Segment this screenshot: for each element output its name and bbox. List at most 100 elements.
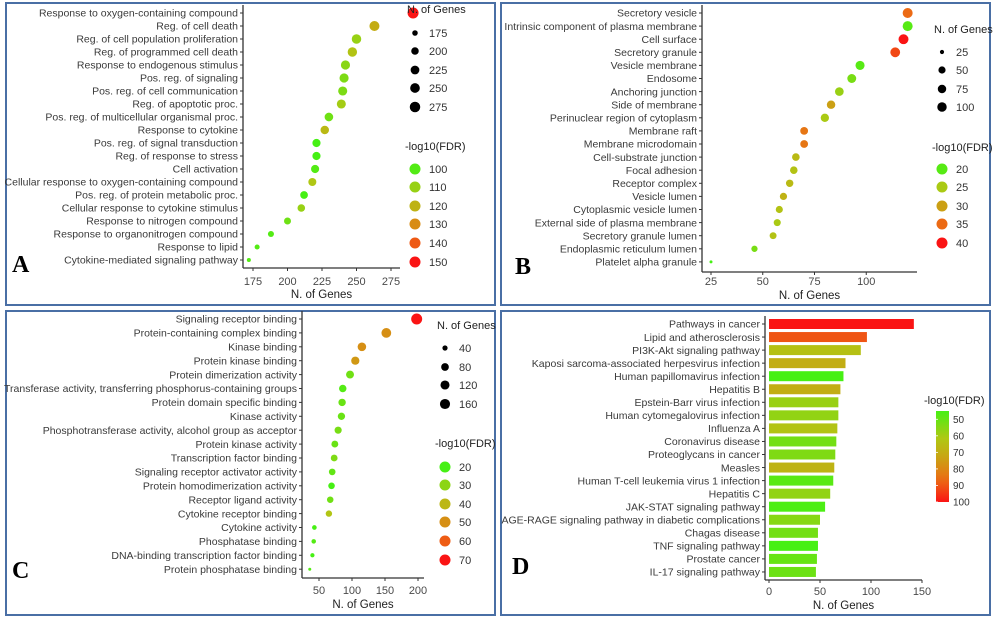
y-tick-label: Reg. of cell population proliferation [76,34,238,46]
data-point [320,125,330,135]
data-point [311,539,316,544]
size-legend-label: 160 [459,399,477,411]
bar [769,436,837,447]
data-point [300,191,308,199]
y-tick-label: Chagas disease [685,528,760,540]
color-legend-label: 20 [956,164,968,176]
color-legend-label: 25 [956,182,968,194]
y-tick-label: Response to nitrogen compound [86,216,238,228]
size-legend-label: 225 [429,65,447,77]
chart-a: Response to oxygen-containing compoundRe… [5,4,467,301]
y-tick-label: Cellular response to cytokine stimulus [62,203,238,215]
data-point [785,179,794,188]
y-tick-label: PI3K-Akt signaling pathway [632,345,761,357]
panel-c [5,310,496,616]
size-legend-dot [409,101,421,113]
y-tick-label: Pos. reg. of cell communication [92,86,238,98]
color-legend-label: 30 [459,480,471,492]
color-legend-label: 30 [956,201,968,213]
color-legend-label: 100 [953,498,970,509]
data-point [267,230,274,238]
x-tick-label: 225 [313,276,331,288]
data-point [855,60,865,70]
x-tick-label: 0 [766,586,772,598]
bar [769,358,846,369]
panel-label: A [12,252,30,278]
y-tick-label: Intrinsic component of plasma membrane [504,21,697,33]
size-legend-dot [410,83,420,93]
panel-d [500,310,991,616]
color-legend-swatch [936,237,948,249]
data-point [324,112,334,122]
data-point [246,257,251,263]
data-point [902,8,913,18]
data-point [890,47,901,58]
y-tick-label: Cytokine receptor binding [178,508,297,520]
y-tick-label: Measles [721,462,760,474]
data-point [346,370,354,379]
color-legend-label: 60 [459,536,471,548]
color-legend-swatch [936,200,948,212]
y-tick-label: Reg. of programmed cell death [94,47,238,59]
x-tick-label: 200 [278,276,296,288]
data-point [331,440,339,448]
color-legend-swatch [936,163,948,175]
bar [769,540,818,551]
data-point [334,426,342,434]
y-tick-label: Protein kinase binding [194,355,297,367]
y-tick-label: Endosome [647,73,697,85]
data-point [775,205,783,214]
color-legend-label: 70 [953,448,965,459]
color-legend-swatch [439,461,451,473]
y-tick-label: Protein-containing complex binding [134,328,298,340]
data-point [325,510,333,517]
data-point [308,177,317,187]
y-tick-label: Lipid and atherosclerosis [644,332,760,344]
size-legend-dot [938,66,946,74]
color-legend-title: -log10(FDR) [435,438,496,450]
y-tick-label: Phosphotransferase activity, alcohol gro… [43,425,298,437]
x-tick-label: 100 [857,276,875,288]
data-point [779,192,788,201]
panel-label: B [515,254,531,280]
y-tick-label: Reg. of response to stress [115,151,238,163]
x-axis-title: N. of Genes [291,289,353,301]
size-legend-label: 25 [956,47,968,59]
bar [769,384,841,395]
size-legend-label: 50 [956,65,968,77]
bar [769,566,816,577]
panel-b [500,2,991,306]
size-legend-title: N. of Genes [407,4,466,16]
color-legend-label: 35 [956,219,968,231]
panel-label: D [512,554,529,580]
data-point [407,7,419,19]
data-point [308,567,312,571]
data-point [284,217,291,225]
x-tick-label: 150 [376,585,394,597]
y-tick-label: Cellular response to oxygen-containing c… [5,177,239,189]
color-legend-title: -log10(FDR) [405,141,466,153]
color-legend-label: 40 [459,499,471,511]
data-point [311,164,320,174]
data-point [902,21,913,32]
bar [769,319,914,329]
y-tick-label: Hepatitis B [709,384,760,396]
x-tick-label: 150 [913,586,931,598]
y-tick-label: Kinase activity [230,411,298,423]
bar [769,423,838,434]
data-point [351,356,360,365]
color-legend-swatch [439,479,451,491]
data-point [297,204,306,212]
color-legend-title: -log10(FDR) [924,395,985,407]
color-legend-label: 60 [953,431,965,442]
size-legend-label: 80 [459,362,471,374]
y-tick-label: Side of membrane [611,99,697,111]
bar [769,514,820,525]
y-tick-label: Pos. reg. of multicellular organismal pr… [45,112,238,124]
y-tick-label: Vesicle lumen [632,191,697,203]
y-tick-label: Pos. reg. of signal transduction [94,138,238,150]
data-point [347,47,358,57]
data-point [826,100,836,109]
